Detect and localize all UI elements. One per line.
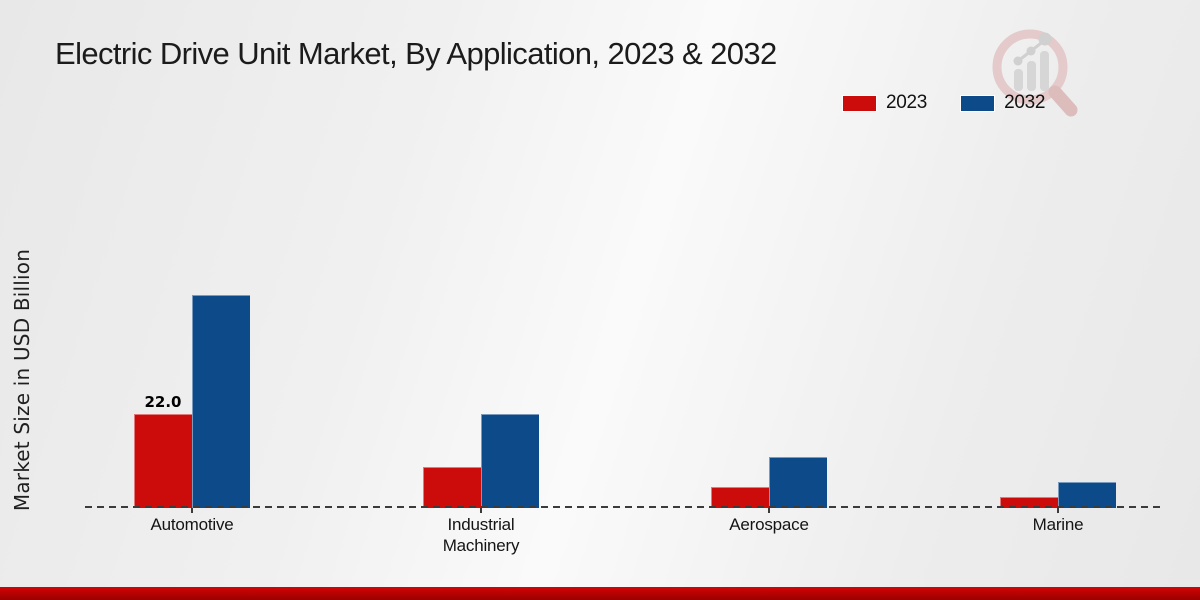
bottom-accent-bar xyxy=(0,587,1200,600)
legend-swatch-2023 xyxy=(843,95,876,111)
chart-title: Electric Drive Unit Market, By Applicati… xyxy=(55,36,777,71)
x-axis-line xyxy=(85,506,1163,508)
bar-2023-industrial-machinery xyxy=(423,467,481,508)
legend-item-2032: 2032 xyxy=(961,92,1045,114)
legend-swatch-2032 xyxy=(961,95,995,111)
x-axis-category-label: Automotive xyxy=(150,515,234,534)
bar-2032-aerospace xyxy=(769,457,827,508)
legend-label-2032: 2032 xyxy=(1004,92,1046,113)
x-axis-tick xyxy=(768,508,770,513)
x-axis-tick xyxy=(191,508,193,513)
y-axis-label: Market Size in USD Billion xyxy=(10,248,34,512)
magnifier-barchart-watermark-icon xyxy=(992,29,1078,117)
bar-2032-automotive xyxy=(192,295,250,508)
x-axis-tick xyxy=(1057,508,1059,513)
legend-label-2023: 2023 xyxy=(886,92,928,113)
bar-2032-industrial-machinery xyxy=(481,414,539,508)
bar-value-label: 22.0 xyxy=(144,393,182,411)
x-axis-tick xyxy=(480,508,482,513)
x-axis-category-label: Marine xyxy=(1032,515,1084,534)
x-axis-category-label: Aerospace xyxy=(729,515,809,534)
bar-2023-marine xyxy=(1000,497,1058,508)
bar-2032-marine xyxy=(1058,482,1116,508)
x-axis-category-label: Industrial Machinery xyxy=(442,515,520,556)
legend-item-2023: 2023 xyxy=(843,92,927,114)
bar-2023-aerospace xyxy=(711,487,769,508)
legend: 2023 2032 xyxy=(843,92,1045,114)
bar-2023-automotive xyxy=(134,414,192,508)
